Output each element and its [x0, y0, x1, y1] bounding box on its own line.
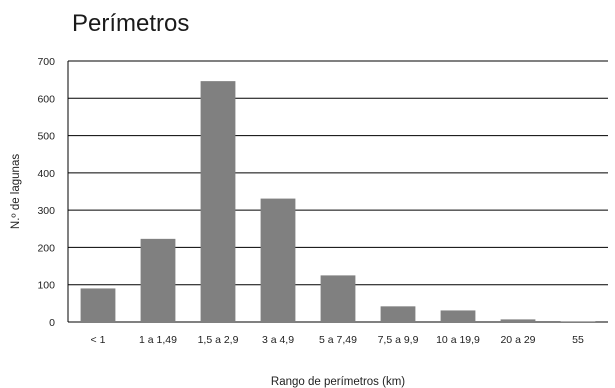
x-tick-label: 1,5 a 2,9	[198, 334, 239, 346]
x-tick-label: 10 a 19,9	[436, 334, 480, 346]
x-axis-label: Rango de perímetros (km)	[271, 376, 405, 388]
y-axis-label: N.º de lagunas	[10, 154, 22, 229]
x-tick-label: < 1	[91, 334, 106, 346]
bars	[80, 81, 596, 323]
bar	[140, 238, 176, 322]
y-tick-label: 600	[37, 93, 55, 105]
y-tick-label: 700	[37, 56, 55, 68]
x-tick-labels: < 1 1 a 1,49 1,5 a 2,9 3 a 4,9 5 a 7,49 7,5 a…	[91, 334, 584, 346]
y-tick-label: 200	[37, 242, 55, 254]
y-tick-labels: 0 100 200 300 400 500 600 700	[37, 56, 55, 329]
y-tick-label: 500	[37, 131, 55, 143]
bar	[320, 275, 356, 322]
y-tick-label: 400	[37, 168, 55, 180]
chart-title: Perímetros	[72, 10, 190, 37]
x-tick-label: 1 a 1,49	[139, 334, 177, 346]
bar	[380, 306, 416, 322]
bar	[80, 288, 116, 322]
bar	[440, 310, 476, 322]
y-tick-label: 100	[37, 280, 55, 292]
x-tick-label: 7,5 a 9,9	[378, 334, 419, 346]
bar	[500, 319, 536, 322]
bar	[260, 198, 296, 322]
x-tick-label: 5 a 7,49	[319, 334, 357, 346]
x-tick-label: 20 a 29	[500, 334, 535, 346]
bar	[200, 81, 236, 323]
x-tick-label: 3 a 4,9	[262, 334, 294, 346]
y-tick-label: 300	[37, 205, 55, 217]
y-tick-label: 0	[49, 317, 55, 329]
x-tick-label: 55	[572, 334, 584, 346]
